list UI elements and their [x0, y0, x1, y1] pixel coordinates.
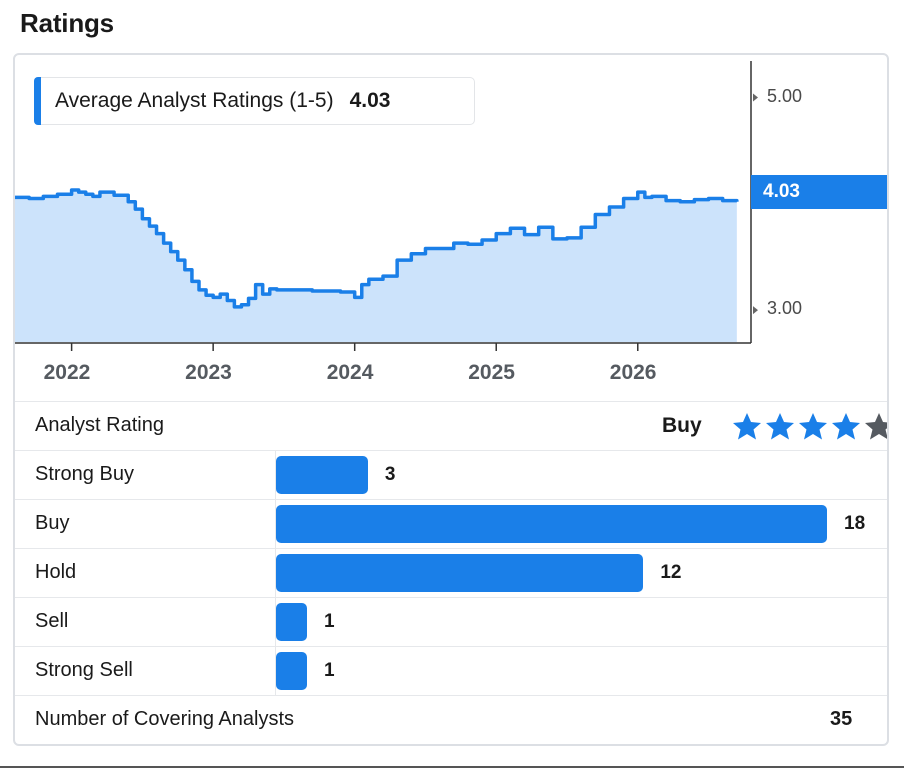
rating-count-bar: [276, 505, 827, 543]
rating-category-label: Buy: [35, 512, 70, 534]
current-value-badge: 4.03: [751, 175, 887, 209]
bar-column: 1: [275, 598, 335, 646]
series-area: [15, 189, 737, 342]
ratings-chart: Average Analyst Ratings (1-5) 4.03 5.00 3…: [15, 55, 887, 400]
star-filled-icon: [799, 413, 827, 440]
rating-breakdown-row: Strong Sell 1: [15, 646, 887, 695]
star-filled-icon: [766, 413, 794, 440]
covering-analysts-value: 35: [830, 708, 853, 730]
rating-count-value: 3: [384, 464, 396, 485]
rating-count-value: 12: [660, 562, 682, 583]
bar-column: 1: [275, 647, 335, 695]
rating-breakdown-row: Sell 1: [15, 597, 887, 646]
star-filled-icon: [733, 413, 761, 440]
analyst-rating-row: Analyst Rating Buy: [15, 401, 887, 450]
bar-column: 12: [275, 549, 681, 597]
rating-breakdown-row: Hold 12: [15, 548, 887, 597]
legend-value: 4.03: [349, 89, 391, 112]
y-tick-mark: [753, 93, 758, 102]
bar-column: 3: [275, 451, 395, 499]
covering-analysts-row: Number of Covering Analysts 35: [15, 695, 887, 744]
rating-count-bar: [276, 456, 368, 494]
x-tick-label: 2025: [468, 361, 515, 384]
rating-stars: [731, 411, 887, 441]
rating-count-value: 1: [324, 660, 335, 681]
y-tick-mark: [753, 306, 758, 315]
page-bottom-divider: [0, 766, 904, 768]
rating-category-label: Sell: [35, 610, 69, 632]
rating-count-bar: [276, 603, 307, 641]
ratings-table: Analyst Rating Buy Strong Buy 3 Buy 18 Hold 1…: [15, 401, 887, 744]
series-line: [15, 188, 739, 309]
ratings-card: Average Analyst Ratings (1-5) 4.03 5.00 3…: [13, 53, 889, 746]
covering-analysts-label: Number of Covering Analysts: [35, 708, 295, 730]
x-tick-label: 2024: [326, 361, 374, 384]
rating-breakdown-row: Strong Buy 3: [15, 450, 887, 499]
rating-category-label: Hold: [35, 561, 77, 583]
legend-swatch: [34, 77, 41, 125]
x-tick-label: 2026: [609, 361, 657, 384]
chart-legend: Average Analyst Ratings (1-5) 4.03: [34, 77, 475, 125]
legend-label: Average Analyst Ratings (1-5): [55, 89, 334, 112]
page-title: Ratings: [20, 8, 114, 38]
star-empty-icon: [865, 413, 887, 440]
rating-category-label: Strong Buy: [35, 463, 134, 485]
y-tick-label: 5.00: [767, 85, 803, 106]
rating-count-value: 18: [844, 513, 866, 534]
analyst-rating-label: Analyst Rating: [35, 414, 164, 436]
y-tick-label: 3.00: [767, 298, 803, 319]
star-filled-icon: [832, 413, 860, 440]
rating-count-bar: [276, 554, 644, 592]
analyst-rating-value: Buy: [662, 414, 702, 437]
rating-breakdown-row: Buy 18: [15, 499, 887, 548]
bar-column: 18: [275, 500, 865, 548]
rating-count-value: 1: [324, 611, 335, 632]
x-tick-label: 2023: [185, 361, 232, 384]
current-value-text: 4.03: [763, 181, 800, 202]
x-tick-label: 2022: [43, 361, 91, 384]
rating-category-label: Strong Sell: [35, 659, 133, 681]
rating-count-bar: [276, 652, 307, 690]
